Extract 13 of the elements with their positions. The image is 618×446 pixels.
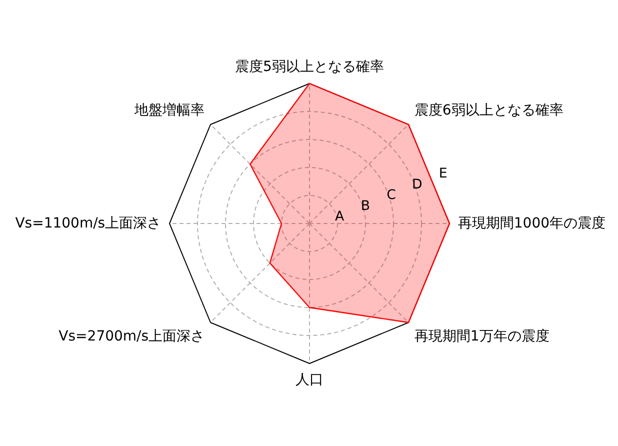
y-tick-label: D [412, 177, 422, 192]
spoke-label: 再現期間1万年の震度 [414, 328, 550, 344]
y-tick-label: B [360, 198, 370, 214]
spoke-label: 人口 [296, 372, 324, 388]
y-tick-label: C [386, 188, 396, 204]
spoke-label: 地盤増幅率 [134, 102, 205, 119]
spoke-label: 再現期間1000年の震度 [458, 216, 606, 232]
spoke-label: Vs=2700m/s上面深さ [58, 328, 205, 344]
y-tick-label: E [438, 166, 448, 182]
spoke-label: Vs=1100m/s上面深さ [15, 216, 162, 232]
spoke-label: 震度5弱以上となる確率 [235, 59, 384, 76]
y-tick-label: A [335, 209, 344, 224]
spoke-label: 震度6弱以上となる確率 [414, 102, 564, 119]
